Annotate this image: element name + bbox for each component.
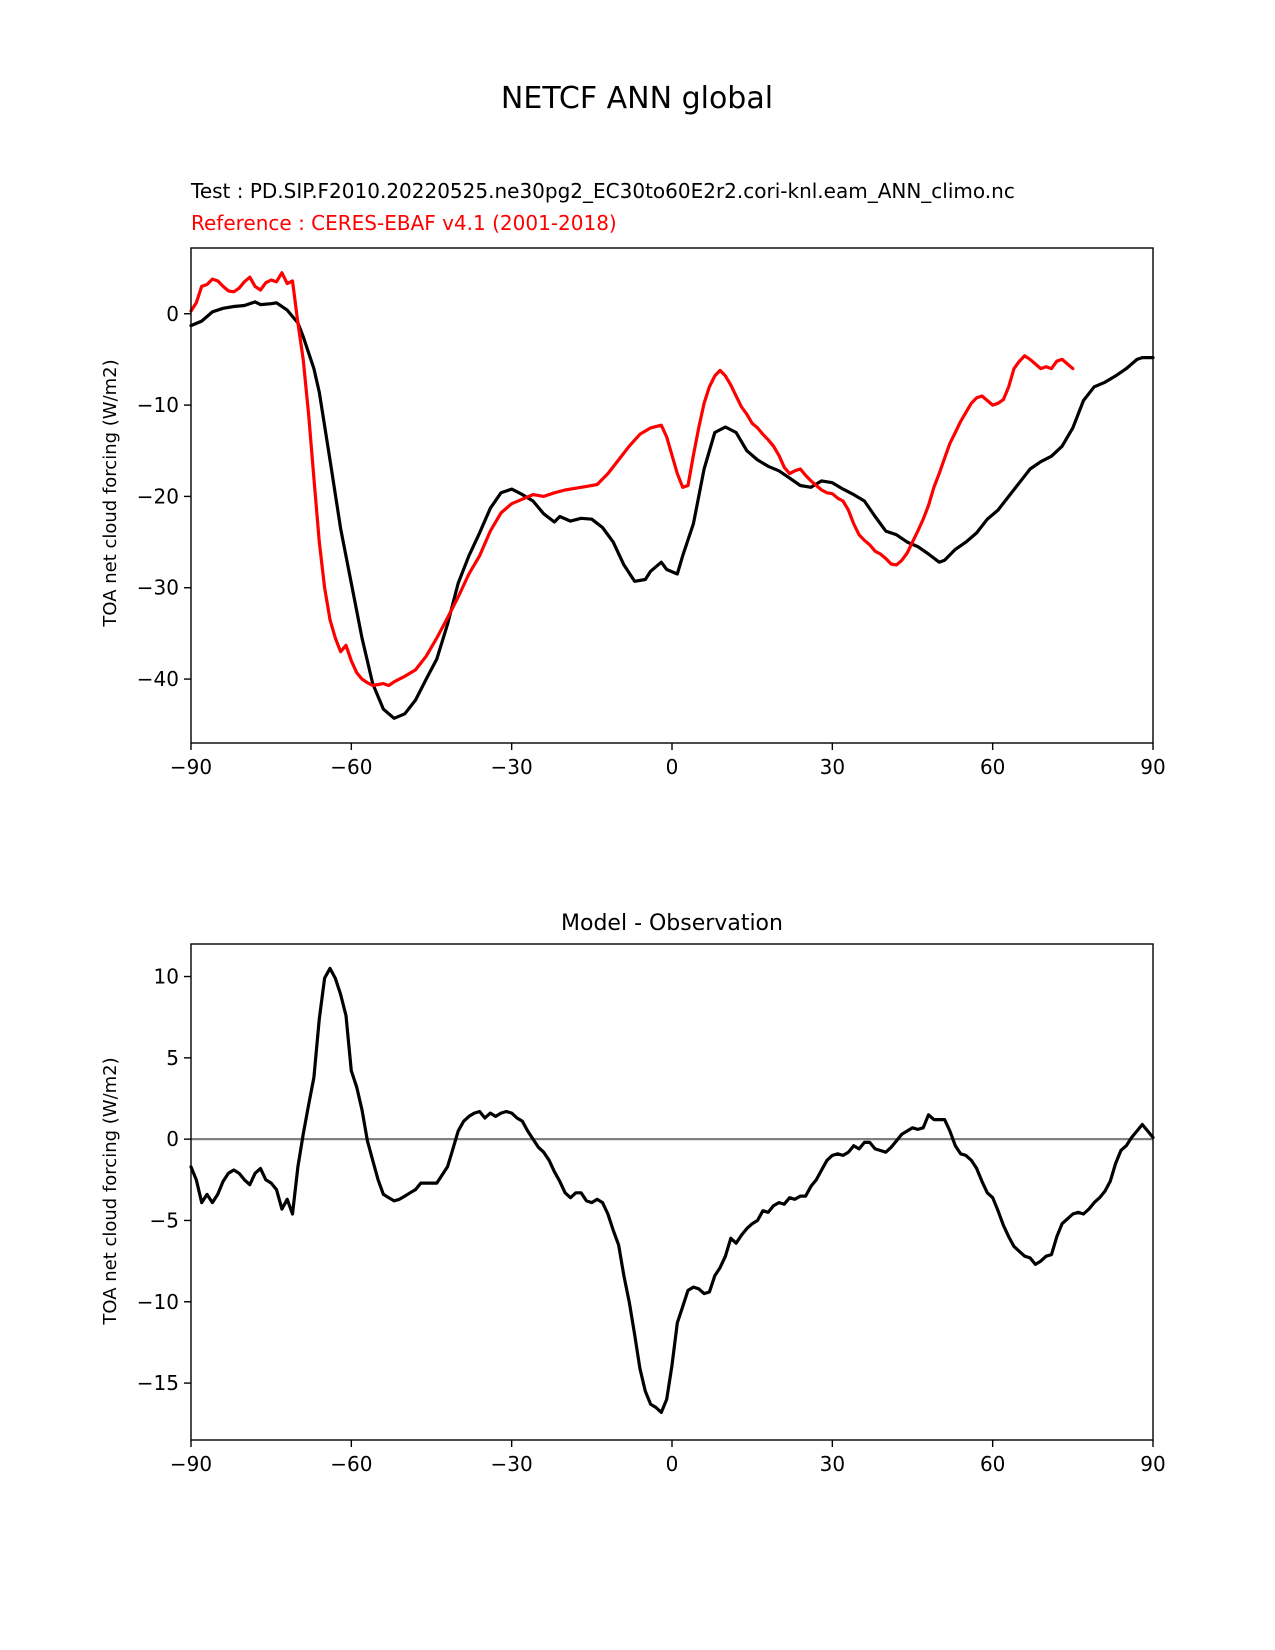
bottom-x-tick-label: −30 — [491, 1452, 533, 1476]
bottom-y-tick-label: −10 — [137, 1290, 179, 1314]
bottom-series-line-0 — [189, 966, 1155, 1414]
top-y-tick-label: −30 — [137, 576, 179, 600]
bottom-x-tick-label: 60 — [980, 1452, 1005, 1476]
figure-title: NETCF ANN global — [501, 81, 773, 116]
bottom-x-tick-label: 0 — [666, 1452, 679, 1476]
top-y-tick-label: −40 — [137, 667, 179, 691]
top-x-tick-label: 90 — [1140, 755, 1165, 779]
bottom-y-tick-label: 0 — [166, 1127, 179, 1151]
bottom-x-tick-label: −90 — [170, 1452, 212, 1476]
top-x-tick-label: 30 — [820, 755, 845, 779]
top-axes-frame — [190, 247, 1154, 744]
top-y-tick-label: −10 — [137, 393, 179, 417]
bottom-y-tick-label: −5 — [150, 1208, 179, 1232]
bottom-plot-title: Model - Observation — [561, 911, 783, 936]
top-x-tick-label: 0 — [666, 755, 679, 779]
bottom-x-tick-label: 30 — [820, 1452, 845, 1476]
top-series-line-0 — [189, 300, 1155, 720]
bottom-plot-layer: −90 −60 −30 0 30 60 90 10 5 0 −5 −10 −15 — [137, 965, 1166, 1476]
top-y-tick-label: −20 — [137, 484, 179, 508]
bottom-plot-panel: Model - Observation TOA net cloud forcin… — [100, 911, 1166, 1476]
top-x-tick-label: 60 — [980, 755, 1005, 779]
bottom-axes-frame — [190, 943, 1154, 1441]
bottom-y-axis-label: TOA net cloud forcing (W/m2) — [100, 1057, 121, 1325]
top-plot-panel: Test : PD.SIP.F2010.20220525.ne30pg2_EC3… — [100, 179, 1166, 779]
bottom-y-tick-label: −15 — [137, 1371, 179, 1395]
bottom-y-tick-label: 10 — [154, 965, 179, 989]
top-plot-layer: −90 −60 −30 0 30 60 90 0 −10 −20 −30 −40 — [137, 271, 1166, 779]
top-series-line-1 — [189, 271, 1075, 688]
test-label: Test : PD.SIP.F2010.20220525.ne30pg2_EC3… — [190, 179, 1015, 203]
bottom-y-tick-label: 5 — [166, 1046, 179, 1070]
top-x-tick-label: −90 — [170, 755, 212, 779]
bottom-x-tick-label: −60 — [330, 1452, 372, 1476]
top-x-tick-label: −30 — [491, 755, 533, 779]
reference-label: Reference : CERES-EBAF v4.1 (2001-2018) — [191, 211, 617, 235]
bottom-x-tick-label: 90 — [1140, 1452, 1165, 1476]
top-x-tick-label: −60 — [330, 755, 372, 779]
top-y-tick-label: 0 — [166, 302, 179, 326]
top-y-axis-label: TOA net cloud forcing (W/m2) — [100, 359, 121, 627]
